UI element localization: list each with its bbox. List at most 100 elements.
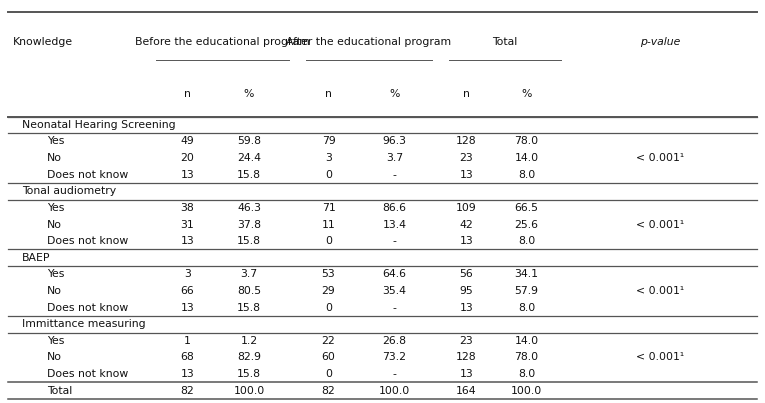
- Text: 60: 60: [321, 353, 336, 362]
- Text: 13: 13: [181, 369, 194, 379]
- Text: 29: 29: [321, 286, 335, 296]
- Text: Yes: Yes: [47, 203, 64, 213]
- Text: < 0.001¹: < 0.001¹: [636, 220, 684, 230]
- Text: 100.0: 100.0: [379, 386, 410, 396]
- Text: 109: 109: [456, 203, 477, 213]
- Text: 15.8: 15.8: [237, 369, 261, 379]
- Text: 100.0: 100.0: [233, 386, 265, 396]
- Text: 82.9: 82.9: [237, 353, 261, 362]
- Text: No: No: [47, 286, 62, 296]
- Text: 57.9: 57.9: [514, 286, 539, 296]
- Text: 164: 164: [456, 386, 477, 396]
- Text: 3.7: 3.7: [240, 269, 258, 279]
- Text: 0: 0: [325, 170, 332, 180]
- Text: 13: 13: [460, 170, 474, 180]
- Text: 13: 13: [460, 303, 474, 313]
- Text: No: No: [47, 220, 62, 230]
- Text: 20: 20: [181, 153, 194, 163]
- Text: 31: 31: [181, 220, 194, 230]
- Text: 64.6: 64.6: [382, 269, 406, 279]
- Text: 3: 3: [325, 153, 332, 163]
- Text: 128: 128: [456, 353, 477, 362]
- Text: 82: 82: [321, 386, 335, 396]
- Text: Does not know: Does not know: [47, 369, 128, 379]
- Text: 1: 1: [184, 336, 191, 346]
- Text: 3.7: 3.7: [386, 153, 403, 163]
- Text: 13: 13: [181, 170, 194, 180]
- Text: -: -: [392, 303, 396, 313]
- Text: 95: 95: [460, 286, 474, 296]
- Text: 23: 23: [460, 153, 474, 163]
- Text: 23: 23: [460, 336, 474, 346]
- Text: %: %: [244, 89, 254, 99]
- Text: 14.0: 14.0: [514, 336, 539, 346]
- Text: 86.6: 86.6: [382, 203, 406, 213]
- Text: No: No: [47, 353, 62, 362]
- Text: %: %: [521, 89, 532, 99]
- Text: 66: 66: [181, 286, 194, 296]
- Text: Neonatal Hearing Screening: Neonatal Hearing Screening: [22, 120, 175, 130]
- Text: n: n: [325, 89, 332, 99]
- Text: 37.8: 37.8: [237, 220, 261, 230]
- Text: Does not know: Does not know: [47, 236, 128, 246]
- Text: 11: 11: [321, 220, 335, 230]
- Text: 15.8: 15.8: [237, 170, 261, 180]
- Text: Immittance measuring: Immittance measuring: [22, 319, 145, 329]
- Text: < 0.001¹: < 0.001¹: [636, 153, 684, 163]
- Text: Tonal audiometry: Tonal audiometry: [22, 186, 116, 196]
- Text: 71: 71: [321, 203, 335, 213]
- Text: 42: 42: [460, 220, 474, 230]
- Text: 24.4: 24.4: [237, 153, 261, 163]
- Text: 15.8: 15.8: [237, 303, 261, 313]
- Text: 78.0: 78.0: [514, 353, 539, 362]
- Text: Knowledge: Knowledge: [13, 37, 73, 47]
- Text: 13: 13: [181, 303, 194, 313]
- Text: < 0.001¹: < 0.001¹: [636, 286, 684, 296]
- Text: Does not know: Does not know: [47, 303, 128, 313]
- Text: n: n: [463, 89, 470, 99]
- Text: 56: 56: [460, 269, 474, 279]
- Text: p-value: p-value: [640, 37, 680, 47]
- Text: 0: 0: [325, 303, 332, 313]
- Text: 13: 13: [460, 369, 474, 379]
- Text: 78.0: 78.0: [514, 137, 539, 146]
- Text: No: No: [47, 153, 62, 163]
- Text: -: -: [392, 170, 396, 180]
- Text: 49: 49: [181, 137, 194, 146]
- Text: %: %: [389, 89, 399, 99]
- Text: 66.5: 66.5: [514, 203, 539, 213]
- Text: 14.0: 14.0: [514, 153, 539, 163]
- Text: 38: 38: [181, 203, 194, 213]
- Text: Total: Total: [47, 386, 72, 396]
- Text: 53: 53: [321, 269, 335, 279]
- Text: 46.3: 46.3: [237, 203, 261, 213]
- Text: 8.0: 8.0: [518, 170, 535, 180]
- Text: Does not know: Does not know: [47, 170, 128, 180]
- Text: 73.2: 73.2: [382, 353, 406, 362]
- Text: 0: 0: [325, 236, 332, 246]
- Text: Yes: Yes: [47, 137, 64, 146]
- Text: -: -: [392, 236, 396, 246]
- Text: 35.4: 35.4: [382, 286, 406, 296]
- Text: 8.0: 8.0: [518, 369, 535, 379]
- Text: 80.5: 80.5: [237, 286, 261, 296]
- Text: 82: 82: [181, 386, 194, 396]
- Text: 13.4: 13.4: [382, 220, 406, 230]
- Text: After the educational program: After the educational program: [286, 37, 451, 47]
- Text: 8.0: 8.0: [518, 303, 535, 313]
- Text: 128: 128: [456, 137, 477, 146]
- Text: 0: 0: [325, 369, 332, 379]
- Text: Before the educational program: Before the educational program: [135, 37, 310, 47]
- Text: 26.8: 26.8: [382, 336, 406, 346]
- Text: 25.6: 25.6: [514, 220, 539, 230]
- Text: Yes: Yes: [47, 269, 64, 279]
- Text: 15.8: 15.8: [237, 236, 261, 246]
- Text: < 0.001¹: < 0.001¹: [636, 353, 684, 362]
- Text: n: n: [184, 89, 191, 99]
- Text: 59.8: 59.8: [237, 137, 261, 146]
- Text: 34.1: 34.1: [514, 269, 539, 279]
- Text: BAEP: BAEP: [22, 253, 50, 263]
- Text: 68: 68: [181, 353, 194, 362]
- Text: 22: 22: [321, 336, 335, 346]
- Text: Yes: Yes: [47, 336, 64, 346]
